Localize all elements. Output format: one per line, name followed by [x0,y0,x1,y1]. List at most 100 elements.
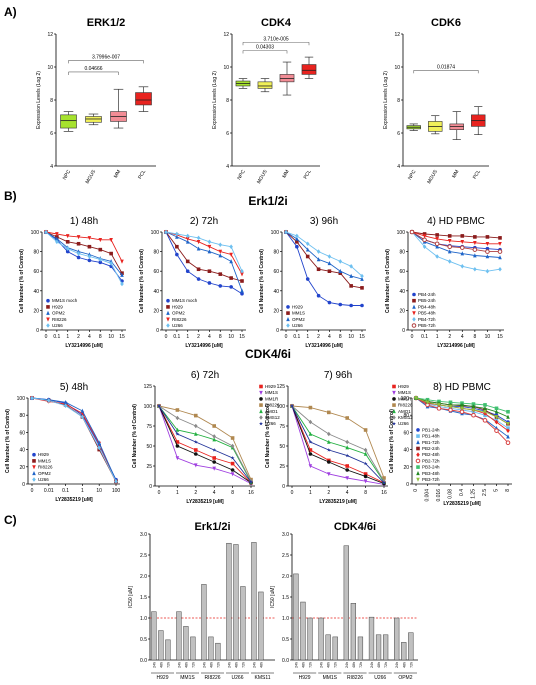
legend-marker [46,323,50,328]
legend-marker [412,304,416,309]
data-point [240,291,244,296]
x-tick-label: 0.1 [421,334,428,340]
data-point [196,277,201,281]
data-point [360,303,364,308]
data-point [157,403,161,408]
series-line [158,405,252,484]
x-tick-label: PCL [137,169,147,181]
data-point [494,419,499,425]
data-point [473,266,477,272]
x-tick-label: 2 [327,490,330,496]
bar [190,636,196,661]
data-point [76,255,81,260]
legend-entry: MM1S [292,311,305,316]
data-point [308,405,313,410]
x-tick-label: NPC [236,169,247,181]
x-tick-label: 1 [81,488,84,494]
data-point [308,439,313,444]
y-tick-label: 60 [399,269,405,275]
y-axis-label: Cell Number (% of Control) [265,404,271,468]
group-label: MM1S [323,675,338,681]
x-tick-label: 10 [348,334,354,340]
y-tick-label: 100 [151,230,160,236]
legend-marker [286,323,290,328]
bar [307,617,313,661]
legend-entry: H929 [398,384,409,389]
data-point [305,241,310,247]
chart-a3: CDK6 4 6 8 10 12 Expression Levels (Log 2) NPC M… [383,17,489,185]
bar [201,584,207,661]
y-tick-label: 40 [273,289,279,295]
data-point [485,254,490,259]
legend-entry: KMS12 [265,415,280,420]
legend-entry: PB1-48h [422,434,440,439]
data-point [185,233,190,239]
legend-entry: MM1R [398,396,412,401]
legend-marker [415,458,421,464]
data-point [207,249,212,254]
data-point [185,259,190,264]
legend-entry: RI8226 [265,403,280,408]
data-point [471,404,476,409]
chart-title: 3) 96h [310,216,338,227]
x-tick-label: MM [113,169,122,179]
legend-entry: H929 [265,384,276,389]
series-line [31,397,117,482]
data-point [316,293,321,298]
legend-entry: RI8226 [172,317,187,322]
series-line [291,405,385,483]
data-point [345,439,349,445]
data-point [308,452,313,456]
y-axis-label: Expression Levels (Log 2) [383,71,389,129]
x-tick-label: 0.4 [459,489,465,496]
bar [251,542,257,661]
data-point [471,408,476,413]
data-point [240,268,244,274]
data-point [382,480,386,485]
data-point [44,229,48,235]
y-tick-label: 80 [153,250,159,256]
data-point [87,258,92,263]
y-tick-label: 12 [394,32,400,38]
bar-timepoint-label: 24h [227,662,231,668]
x-tick-label: MGUS [426,168,439,185]
legend-entry: AMO1 [398,409,411,414]
bar [165,639,171,661]
data-point [218,272,223,276]
p-value-label: 3.710e-005 [263,36,289,42]
data-point [229,259,233,264]
x-tick-label: 1 [186,334,189,340]
legend-marker [286,305,290,309]
data-point [230,443,235,449]
data-point [447,244,453,249]
data-point [194,463,198,468]
data-point [230,455,235,460]
data-point [218,249,223,254]
y-tick-label: 20 [153,308,159,314]
data-point [305,277,310,281]
data-point [498,236,502,240]
legend-entry: U266 [38,477,49,482]
data-point [448,400,453,405]
panel-label-a: A) [4,5,17,19]
data-point [175,444,180,448]
x-tick-label: MGUS [256,168,269,185]
data-point [460,240,465,245]
bar-timepoint-label: 48h [184,662,188,668]
data-point [305,247,310,252]
data-point [230,436,235,440]
x-tick-label: 8 [231,490,234,496]
bar [343,545,349,661]
data-point [473,235,477,239]
bar-timepoint-label: 24h [202,662,206,668]
x-tick-label: 16 [248,490,254,496]
data-point [194,452,198,456]
data-point [506,428,510,433]
data-point [98,247,103,252]
data-point [30,395,34,401]
data-point [506,434,510,439]
bar-timepoint-label: 72h [359,662,363,668]
legend-entry: H929 [292,304,303,309]
data-point [363,428,368,432]
